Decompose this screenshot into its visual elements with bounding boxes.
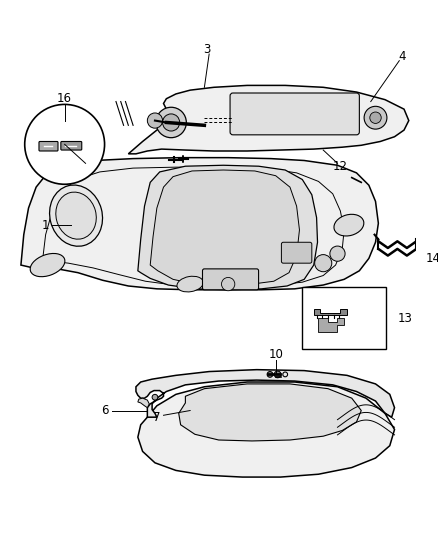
Polygon shape [21, 158, 378, 290]
Circle shape [147, 113, 162, 128]
FancyBboxPatch shape [202, 269, 258, 290]
Circle shape [364, 106, 387, 129]
Text: 4: 4 [399, 51, 406, 63]
Bar [302, 287, 386, 349]
Ellipse shape [177, 276, 203, 292]
Circle shape [314, 255, 332, 272]
Text: 7: 7 [153, 411, 161, 424]
Polygon shape [150, 170, 300, 285]
Circle shape [25, 104, 105, 184]
Text: 10: 10 [268, 348, 283, 361]
Ellipse shape [30, 254, 65, 277]
Circle shape [274, 371, 281, 378]
Text: 6: 6 [101, 404, 108, 417]
Ellipse shape [49, 185, 102, 246]
Polygon shape [138, 398, 149, 408]
Circle shape [222, 278, 235, 290]
Polygon shape [314, 309, 347, 316]
Circle shape [152, 394, 158, 400]
Polygon shape [128, 85, 409, 154]
Polygon shape [136, 370, 395, 417]
Polygon shape [318, 318, 344, 332]
Text: 12: 12 [333, 160, 348, 173]
Polygon shape [138, 165, 318, 290]
FancyBboxPatch shape [39, 141, 58, 151]
Ellipse shape [56, 192, 96, 239]
Polygon shape [138, 382, 395, 477]
FancyBboxPatch shape [61, 141, 82, 150]
Text: 14: 14 [426, 252, 438, 265]
Ellipse shape [334, 214, 364, 236]
Circle shape [330, 246, 345, 261]
Circle shape [370, 112, 381, 124]
Text: 16: 16 [57, 92, 72, 105]
FancyBboxPatch shape [230, 93, 359, 135]
Text: 3: 3 [204, 43, 211, 56]
Text: 13: 13 [397, 312, 412, 325]
Circle shape [267, 372, 273, 377]
FancyBboxPatch shape [281, 243, 312, 263]
Circle shape [156, 107, 186, 138]
Text: 1: 1 [42, 219, 49, 232]
Circle shape [162, 114, 180, 131]
Polygon shape [179, 384, 361, 441]
